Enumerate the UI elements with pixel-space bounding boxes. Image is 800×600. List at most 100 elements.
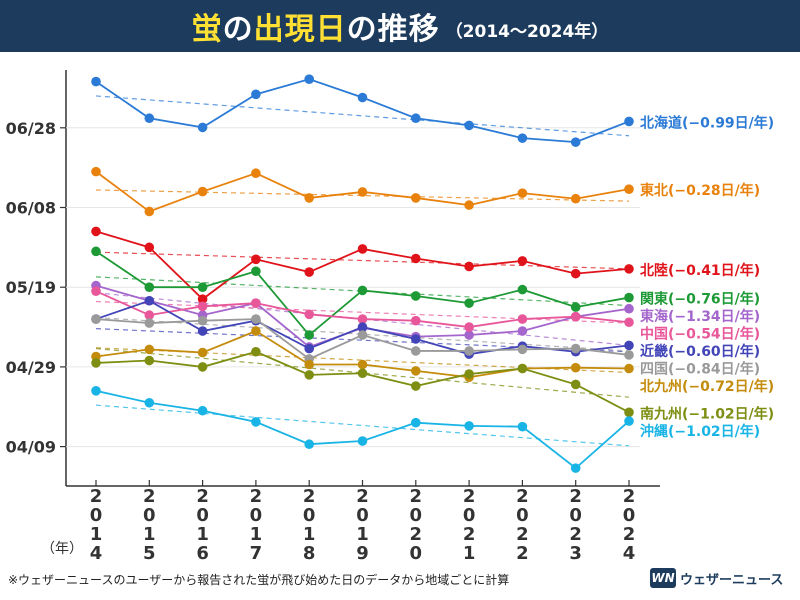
trend-line: [95, 276, 630, 307]
data-point: [517, 344, 528, 355]
series-label: 東海(−1.34日/年): [640, 308, 760, 325]
data-point: [144, 344, 155, 355]
data-point: [251, 346, 261, 357]
data-point: [517, 256, 528, 266]
trend-line: [95, 316, 630, 352]
x-tick-label: 6: [196, 543, 209, 564]
data-point: [357, 187, 368, 197]
data-point: [144, 113, 155, 124]
data-point: [517, 133, 528, 143]
data-point: [357, 436, 368, 446]
x-tick-label: 2: [303, 486, 316, 507]
x-tick-label: 3: [569, 543, 582, 564]
data-point: [91, 386, 101, 396]
data-point: [304, 343, 315, 354]
weathernews-logo: WN ウェザーニュース: [650, 566, 783, 590]
data-point: [464, 200, 474, 210]
series-line: [95, 78, 630, 144]
data-point: [624, 416, 634, 426]
data-point: [197, 186, 208, 197]
y-tick-label: 05/19: [6, 278, 56, 297]
x-tick-label: 1: [303, 524, 316, 545]
data-point: [624, 303, 634, 314]
data-point: [517, 188, 528, 198]
x-tick-label: 2: [463, 524, 476, 545]
x-tick-label: 0: [463, 505, 476, 526]
data-point: [197, 347, 208, 358]
data-point: [91, 226, 101, 237]
x-tick-label: 2: [143, 486, 156, 507]
data-point: [624, 264, 634, 274]
x-tick-label: 2: [516, 486, 529, 507]
x-tick-label: 5: [143, 543, 156, 564]
data-point: [251, 326, 261, 336]
data-point: [251, 417, 261, 427]
footnote: ※ウェザーニュースのユーザーから報告された蛍が飛び始めた日のデータから地域ごとに…: [8, 573, 510, 587]
data-point: [624, 292, 634, 303]
data-point: [464, 261, 474, 272]
title-part-3: 出現日: [253, 12, 347, 47]
data-point: [304, 193, 315, 203]
data-point: [570, 362, 581, 373]
x-tick-label: 1: [463, 543, 476, 564]
data-point: [411, 346, 421, 356]
data-point: [570, 302, 581, 312]
x-tick-label: 1: [356, 524, 369, 545]
data-point: [251, 314, 261, 324]
data-point: [624, 184, 634, 194]
data-point: [624, 363, 634, 374]
x-tick-label: 1: [196, 524, 209, 545]
series-label: 東北(−0.28日/年): [640, 182, 760, 199]
trend-line: [95, 300, 630, 324]
x-tick-label: 2: [516, 543, 529, 564]
x-tick-label: 2: [569, 486, 582, 507]
data-point: [411, 291, 421, 301]
x-tick-label: 2: [356, 486, 369, 507]
logo-name: ウェザーニュース: [680, 572, 784, 588]
data-point: [411, 315, 421, 326]
data-point: [624, 407, 634, 418]
x-tick-label: 2: [250, 486, 263, 507]
data-point: [304, 359, 315, 370]
data-point: [304, 74, 315, 84]
series-label: 北陸(−0.41日/年): [640, 262, 760, 279]
data-point: [144, 310, 155, 320]
x-tick-label: 0: [143, 505, 156, 526]
x-tick-label: 8: [303, 543, 316, 564]
data-point: [517, 421, 528, 432]
series-label: 沖縄(−1.02日/年): [640, 423, 760, 440]
x-tick-label: 0: [303, 505, 316, 526]
data-point: [464, 298, 474, 308]
x-tick-label: 0: [196, 505, 209, 526]
data-point: [624, 116, 634, 127]
data-point: [144, 282, 155, 293]
data-point: [197, 315, 208, 326]
x-tick-label: 2: [410, 486, 423, 507]
data-point: [91, 286, 101, 296]
data-point: [411, 366, 421, 376]
series-label: 南九州(−1.02日/年): [640, 405, 774, 422]
data-point: [144, 206, 155, 217]
data-point: [624, 317, 634, 328]
series-label: 近畿(−0.60日/年): [640, 343, 760, 360]
data-point: [464, 120, 474, 131]
data-point: [91, 314, 101, 324]
data-point: [357, 368, 368, 379]
data-point: [357, 330, 368, 340]
data-point: [411, 193, 421, 203]
data-point: [251, 266, 261, 277]
data-point: [570, 463, 581, 473]
x-tick-label: 0: [356, 505, 369, 526]
data-point: [570, 193, 581, 204]
data-point: [624, 340, 634, 351]
data-point: [304, 267, 315, 277]
chart-title: 蛍 の 出現日 の推移 （2014～2024年）: [0, 0, 800, 52]
data-point: [251, 89, 261, 100]
x-tick-label: 0: [90, 505, 103, 526]
x-axis-label: （年）: [41, 541, 83, 557]
data-point: [304, 330, 315, 340]
data-point: [464, 421, 474, 431]
title-subtitle: （2014～2024年）: [445, 21, 609, 42]
data-point: [411, 334, 421, 344]
trend-line: [95, 95, 630, 137]
